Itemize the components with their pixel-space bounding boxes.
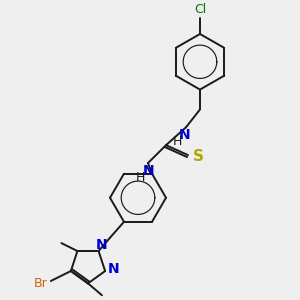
Text: S: S	[193, 148, 204, 164]
Text: Cl: Cl	[194, 3, 206, 16]
Text: N: N	[107, 262, 119, 276]
Text: H: H	[135, 171, 145, 184]
Text: Br: Br	[34, 278, 48, 290]
Text: N: N	[143, 164, 155, 178]
Text: N: N	[179, 128, 191, 142]
Text: H: H	[172, 135, 182, 148]
Text: N: N	[96, 238, 107, 252]
